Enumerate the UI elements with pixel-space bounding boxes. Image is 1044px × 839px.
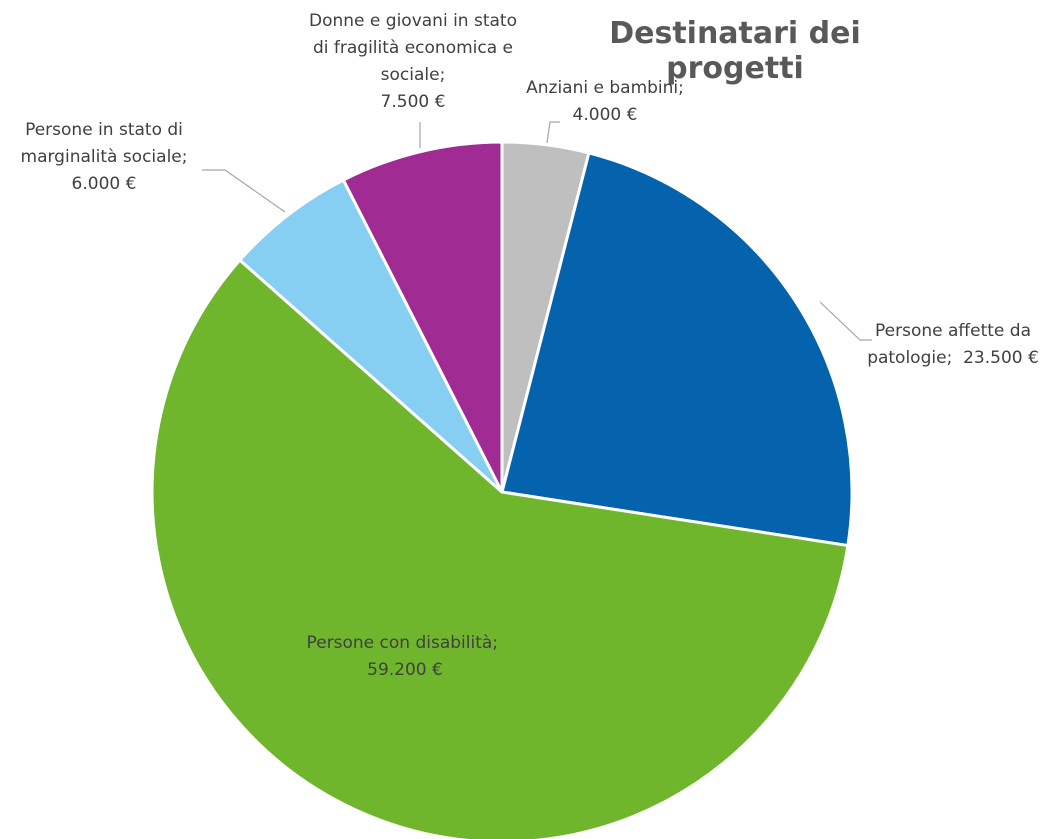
data-label: Persone in stato di marginalità sociale;… xyxy=(4,117,204,198)
label-separator: ; xyxy=(181,147,188,167)
leader-line xyxy=(546,121,560,144)
pie-slice xyxy=(150,258,850,839)
label-value: 59.200 € xyxy=(367,660,443,680)
label-separator: ; xyxy=(492,633,499,653)
label-name: Anziani e bambini xyxy=(526,78,679,98)
label-separator: ; xyxy=(439,65,446,85)
label-value: 23.500 € xyxy=(963,348,1039,368)
leader-line xyxy=(202,169,286,213)
label-value: 6.000 € xyxy=(71,174,137,194)
label-value: 7.500 € xyxy=(380,92,446,112)
chart-title: Destinatari dei progetti xyxy=(609,16,861,86)
label-name: Persone in stato di marginalità sociale xyxy=(20,120,183,167)
label-name: Persone con disabilità xyxy=(306,633,493,653)
label-name: Donne e giovani in stato di fragilità ec… xyxy=(309,11,517,85)
data-label: Anziani e bambini; 4.000 € xyxy=(505,75,705,129)
label-separator: ; xyxy=(946,348,953,368)
pie-slice xyxy=(238,178,504,494)
pie-slice xyxy=(341,140,504,494)
pie-slice xyxy=(500,151,854,548)
leader-line xyxy=(819,301,872,341)
data-label: Persone con disabilità; 59.200 € xyxy=(300,630,510,684)
label-value: 4.000 € xyxy=(572,105,638,125)
data-label: Donne e giovani in stato di fragilità ec… xyxy=(308,8,518,116)
label-name: Persone affette da patologie xyxy=(867,321,1031,368)
label-separator: ; xyxy=(678,78,684,98)
data-label: Persone affette da patologie; 23.500 € xyxy=(862,318,1044,372)
